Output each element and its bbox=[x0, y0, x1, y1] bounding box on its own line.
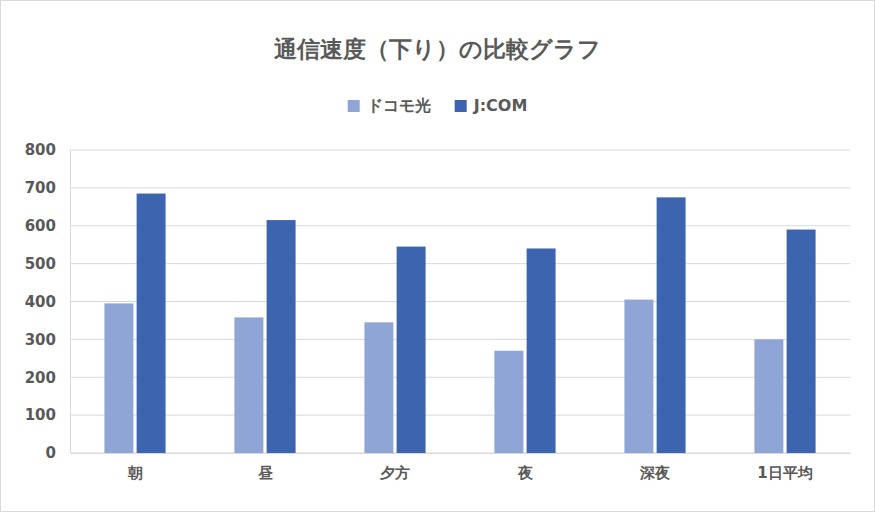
bars bbox=[104, 194, 815, 453]
x-tick-label: 朝 bbox=[127, 464, 143, 482]
y-tick-label: 600 bbox=[25, 217, 56, 235]
x-axis-line bbox=[71, 453, 851, 454]
grid-line bbox=[70, 301, 850, 302]
y-tick-label: 800 bbox=[25, 141, 56, 159]
legend-label: ドコモ光 bbox=[367, 96, 431, 115]
legend-label: J:COM bbox=[473, 96, 528, 115]
x-tick: 夜 bbox=[517, 453, 534, 482]
bar bbox=[494, 351, 523, 453]
grid-line bbox=[70, 187, 850, 188]
legend-swatch bbox=[455, 100, 467, 112]
bar bbox=[104, 303, 133, 453]
y-axis-line bbox=[70, 151, 71, 454]
x-tick: 昼 bbox=[257, 453, 273, 482]
grid-line bbox=[70, 263, 850, 264]
bar bbox=[657, 197, 686, 453]
y-tick: 0 bbox=[46, 444, 70, 462]
x-tick-label: 夕方 bbox=[379, 464, 410, 482]
y-axis: 0 100 200 300 400 500 600 700 800 bbox=[25, 141, 71, 462]
x-tick-label: 昼 bbox=[257, 464, 273, 482]
grid-line bbox=[70, 150, 850, 151]
y-tick: 200 bbox=[25, 369, 70, 387]
chart: 通信速度（下り）の比較グラフ 0 100 200 300 400 500 600 700 800 朝… bbox=[0, 0, 875, 512]
grid-line bbox=[70, 415, 850, 416]
bar bbox=[397, 247, 426, 453]
y-tick: 800 bbox=[25, 141, 70, 159]
y-tick: 700 bbox=[25, 179, 70, 197]
y-tick: 300 bbox=[25, 331, 70, 349]
legend: ドコモ光 J:COM bbox=[348, 96, 528, 115]
bar bbox=[137, 194, 166, 453]
legend-item: J:COM bbox=[455, 96, 528, 115]
y-tick-label: 0 bbox=[46, 444, 56, 462]
bar bbox=[267, 220, 296, 453]
x-tick-label: 夜 bbox=[517, 464, 534, 482]
y-tick: 100 bbox=[25, 406, 70, 424]
y-tick-label: 500 bbox=[25, 255, 56, 273]
x-tick-label: 1日平均 bbox=[757, 464, 812, 482]
x-tick: 深夜 bbox=[639, 453, 671, 482]
plot-area: 0 100 200 300 400 500 600 700 800 朝 昼 夕方 夜 深夜 1日平均 bbox=[25, 141, 851, 481]
x-tick: 夕方 bbox=[379, 453, 410, 482]
y-tick-label: 400 bbox=[25, 293, 56, 311]
grid-line bbox=[70, 377, 850, 378]
y-tick-label: 200 bbox=[25, 369, 56, 387]
bar bbox=[234, 317, 263, 453]
series bbox=[137, 194, 816, 453]
grid-line bbox=[70, 339, 850, 340]
y-tick: 500 bbox=[25, 255, 70, 273]
bar bbox=[754, 339, 783, 453]
x-tick: 朝 bbox=[127, 453, 143, 482]
chart-title: 通信速度（下り）の比較グラフ bbox=[273, 36, 601, 62]
grid-line bbox=[70, 225, 850, 226]
grid-line bbox=[70, 453, 850, 454]
y-tick-label: 300 bbox=[25, 331, 56, 349]
x-tick: 1日平均 bbox=[757, 453, 812, 482]
legend-swatch bbox=[348, 100, 360, 112]
y-tick-label: 100 bbox=[25, 406, 56, 424]
x-tick-label: 深夜 bbox=[639, 464, 671, 482]
y-tick: 400 bbox=[25, 293, 70, 311]
y-tick-label: 700 bbox=[25, 179, 56, 197]
legend-item: ドコモ光 bbox=[348, 96, 431, 115]
y-tick: 600 bbox=[25, 217, 70, 235]
chart-border bbox=[1, 1, 875, 512]
x-axis: 朝 昼 夕方 夜 深夜 1日平均 bbox=[71, 453, 851, 482]
bar bbox=[624, 300, 653, 453]
bar bbox=[527, 248, 556, 453]
grid bbox=[70, 150, 850, 453]
bar bbox=[787, 230, 816, 453]
bar bbox=[364, 322, 393, 453]
